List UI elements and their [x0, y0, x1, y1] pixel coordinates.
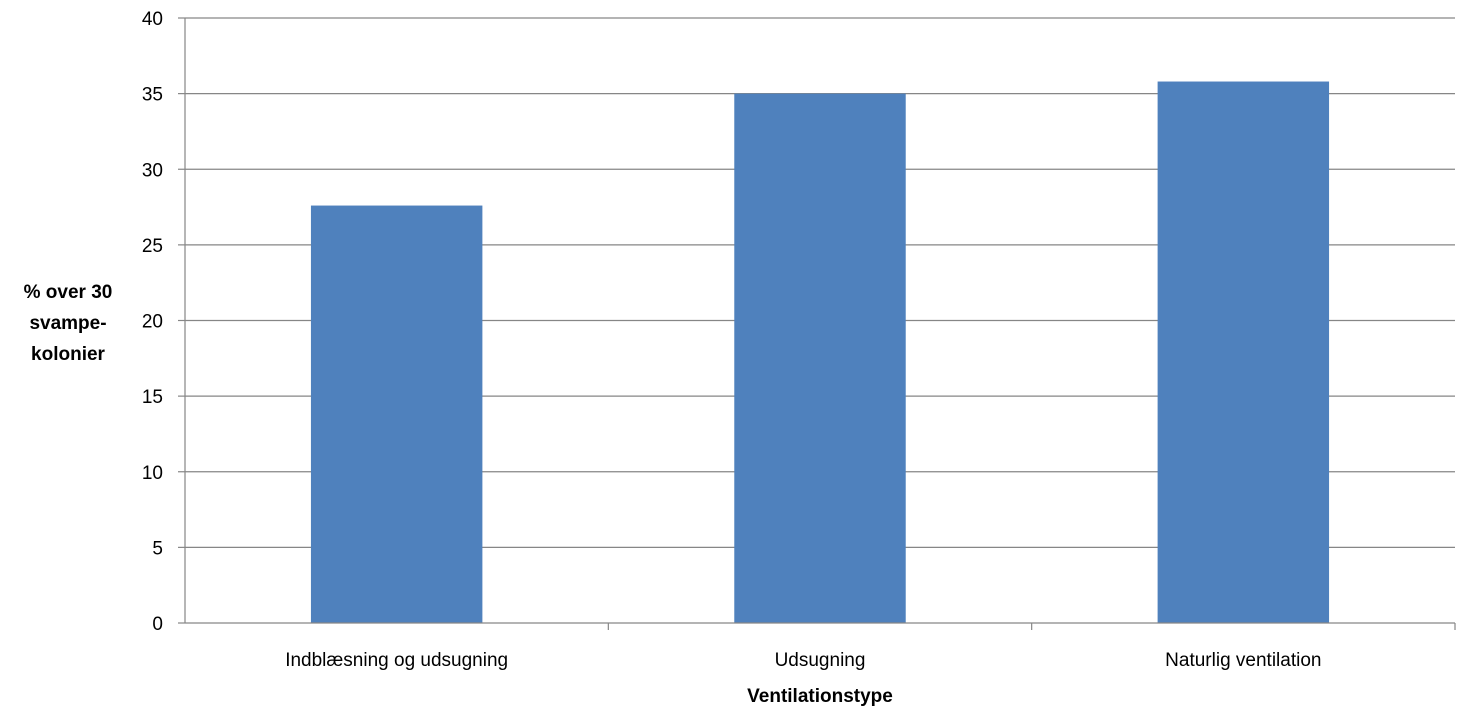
- y-tick-label: 0: [152, 614, 163, 635]
- x-tick-label: Indblæsning og udsugning: [285, 650, 508, 671]
- axes: [178, 17, 1456, 630]
- x-tick-label: Naturlig ventilation: [1165, 650, 1321, 671]
- y-tick-label: 15: [142, 387, 163, 408]
- y-tick-label: 20: [142, 312, 163, 333]
- y-axis-title-line: kolonier: [31, 344, 106, 365]
- y-tick-label: 10: [142, 463, 163, 484]
- bar: [310, 205, 483, 624]
- y-tick-label: 5: [152, 538, 163, 559]
- y-tick-label: 30: [142, 160, 163, 181]
- y-axis-title-line: % over 30: [24, 282, 113, 303]
- x-axis-title: Ventilationstype: [747, 686, 893, 707]
- bar: [734, 93, 906, 623]
- y-axis-title-line: svampe-: [29, 313, 106, 334]
- y-tick-label: 35: [142, 85, 163, 106]
- bars: [310, 81, 1330, 624]
- x-tick-labels: Indblæsning og udsugning Udsugning Naturli…: [285, 650, 1321, 671]
- x-tick-label: Udsugning: [775, 650, 866, 671]
- y-tick-labels: 0 5 10 15 20 25 30 35 40: [142, 9, 163, 635]
- y-tick-label: 25: [142, 236, 163, 257]
- y-tick-label: 40: [142, 9, 163, 30]
- y-axis-title: % over 30 svampe-kolonier: [24, 282, 113, 365]
- bar: [1157, 81, 1330, 623]
